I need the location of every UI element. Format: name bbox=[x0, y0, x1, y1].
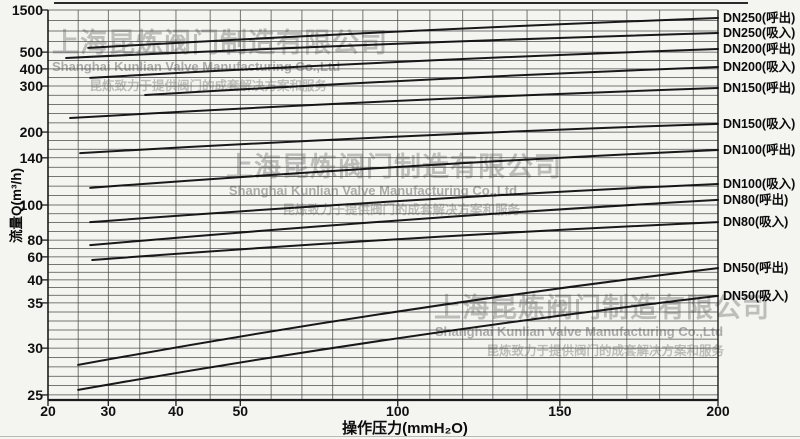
y-tick-label: 300 bbox=[19, 78, 43, 95]
x-tick-label: 150 bbox=[548, 403, 572, 419]
y-tick-label: 25 bbox=[27, 386, 43, 403]
series-curve-DN80(呼出) bbox=[89, 198, 719, 247]
series-label: DN100(呼出) bbox=[723, 143, 796, 157]
x-axis-title: 操作压力(mmH₂O) bbox=[342, 420, 468, 437]
series-curve-DN50(吸入) bbox=[77, 294, 719, 391]
y-tick-label: 100 bbox=[19, 197, 43, 213]
scan-artifact-bottom-line bbox=[0, 436, 800, 437]
y-tick-label: 140 bbox=[19, 149, 43, 166]
series-label: DN150(呼出) bbox=[723, 81, 796, 95]
series-curve-DN250(呼出) bbox=[87, 16, 719, 49]
series-label: DN200(吸入) bbox=[723, 59, 796, 74]
series-curve-DN100(吸入) bbox=[89, 182, 719, 224]
series-label: DN200(呼出) bbox=[723, 42, 796, 56]
series-curve-DN80(吸入) bbox=[91, 221, 719, 261]
y-axis-title: 流量Q(m³/h) bbox=[9, 168, 24, 243]
y-tick-label: 30 bbox=[27, 340, 43, 357]
series-label: DN100(吸入) bbox=[723, 176, 796, 191]
y-tick-label: 40 bbox=[27, 271, 43, 288]
y-tick-label: 500 bbox=[19, 44, 43, 61]
y-tick-label: 200 bbox=[19, 124, 43, 141]
series-label: DN150(吸入) bbox=[723, 116, 796, 131]
x-tick-label: 30 bbox=[100, 403, 117, 419]
series-curve-DN150(呼出) bbox=[69, 87, 719, 120]
series-label: DN80(吸入) bbox=[723, 215, 789, 230]
series-label: DN80(呼出) bbox=[723, 192, 789, 207]
series-curve-DN250(吸入) bbox=[65, 32, 719, 59]
chart-canvas bbox=[42, 9, 719, 406]
series-curve-DN100(呼出) bbox=[89, 149, 719, 189]
series-curve-DN50(呼出) bbox=[77, 267, 719, 366]
series-curve-DN200(呼出) bbox=[89, 48, 719, 79]
x-tick-label: 50 bbox=[232, 403, 249, 419]
y-tick-label: 60 bbox=[27, 248, 43, 265]
y-tick-label: 1500 bbox=[11, 2, 43, 18]
y-tick-label: 80 bbox=[27, 232, 43, 249]
x-tick-label: 20 bbox=[40, 403, 56, 419]
series-label: DN250(呼出) bbox=[723, 10, 796, 25]
series-label: DN50(吸入) bbox=[723, 288, 789, 303]
plot-area bbox=[42, 9, 719, 406]
y-tick-label: 400 bbox=[19, 60, 43, 77]
x-tick-label: 200 bbox=[706, 403, 730, 419]
series-curve-DN200(吸入) bbox=[144, 65, 719, 97]
x-tick-label: 100 bbox=[386, 403, 410, 419]
series-label: DN50(呼出) bbox=[723, 261, 789, 276]
y-tick-label: 35 bbox=[27, 294, 43, 311]
x-tick-label: 40 bbox=[168, 403, 184, 419]
scan-artifact-top-line bbox=[54, 2, 748, 4]
series-curve-DN150(吸入) bbox=[79, 122, 719, 155]
series-label: DN250(吸入) bbox=[723, 26, 796, 40]
